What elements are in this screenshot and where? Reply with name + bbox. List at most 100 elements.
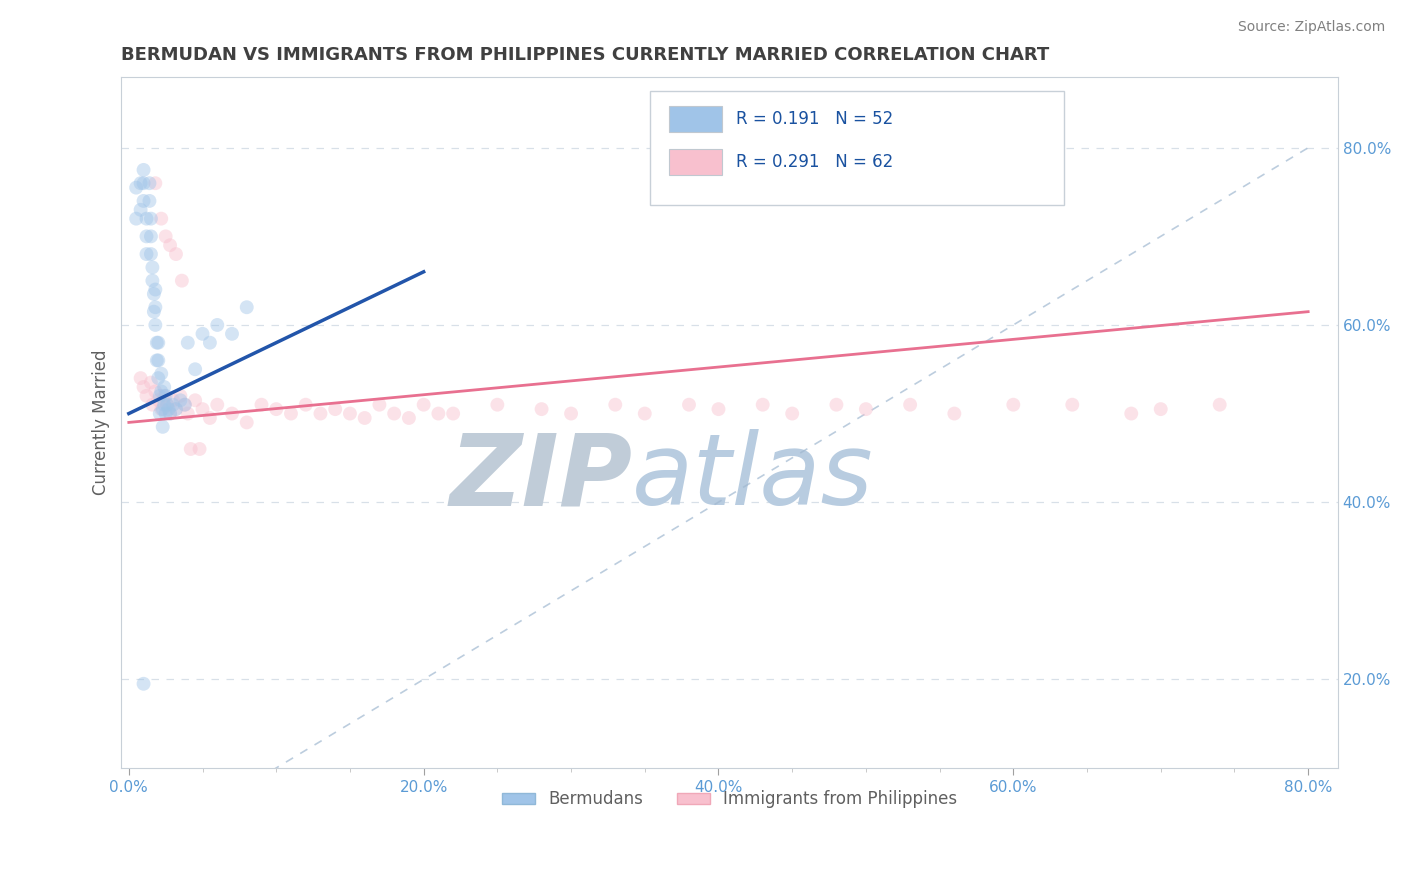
Point <box>173 398 195 412</box>
Point <box>155 389 177 403</box>
Point <box>162 393 184 408</box>
Point <box>323 402 346 417</box>
Point <box>180 442 202 456</box>
Point <box>150 367 173 381</box>
Point <box>153 389 176 403</box>
Point <box>486 398 509 412</box>
Point <box>150 402 173 417</box>
Point <box>1062 398 1084 412</box>
Point <box>1002 398 1025 412</box>
Point <box>235 416 257 430</box>
Point <box>157 402 180 417</box>
Point <box>132 194 155 208</box>
Point <box>280 407 302 421</box>
Point <box>170 274 193 288</box>
Point <box>141 274 163 288</box>
Point <box>146 353 169 368</box>
Point <box>132 380 155 394</box>
Point <box>707 402 730 417</box>
Point <box>142 287 165 301</box>
FancyBboxPatch shape <box>669 149 723 175</box>
Point <box>135 247 157 261</box>
Point <box>129 176 152 190</box>
Point <box>139 229 162 244</box>
FancyBboxPatch shape <box>651 91 1064 205</box>
Point <box>139 211 162 226</box>
Point <box>159 407 181 421</box>
Point <box>855 402 877 417</box>
Point <box>605 398 627 412</box>
Point <box>139 376 162 390</box>
Point <box>207 318 229 332</box>
Point <box>1208 398 1230 412</box>
Point <box>148 393 170 408</box>
Point <box>560 407 582 421</box>
Text: atlas: atlas <box>633 429 875 526</box>
Text: R = 0.191   N = 52: R = 0.191 N = 52 <box>735 110 893 128</box>
Point <box>149 407 172 421</box>
Point <box>780 407 803 421</box>
Point <box>198 335 221 350</box>
Point <box>188 442 211 456</box>
Point <box>148 353 170 368</box>
Text: ZIP: ZIP <box>450 429 633 526</box>
Point <box>165 402 187 417</box>
Point <box>169 389 191 403</box>
Text: R = 0.291   N = 62: R = 0.291 N = 62 <box>735 153 893 171</box>
Point <box>162 398 184 412</box>
Point <box>191 326 214 341</box>
Point <box>221 326 243 341</box>
Point <box>150 211 173 226</box>
Point <box>153 380 176 394</box>
Point <box>155 407 177 421</box>
Point <box>177 407 200 421</box>
Point <box>132 176 155 190</box>
Point <box>309 407 332 421</box>
Point <box>169 393 191 408</box>
Point <box>155 229 177 244</box>
Point <box>264 402 287 417</box>
Point <box>125 180 148 194</box>
Text: BERMUDAN VS IMMIGRANTS FROM PHILIPPINES CURRENTLY MARRIED CORRELATION CHART: BERMUDAN VS IMMIGRANTS FROM PHILIPPINES … <box>121 46 1050 64</box>
Point <box>143 300 166 314</box>
Point <box>132 162 155 177</box>
Point <box>1121 407 1143 421</box>
Point <box>427 407 450 421</box>
Point <box>250 398 273 412</box>
Point <box>173 398 195 412</box>
Point <box>165 402 187 417</box>
Point <box>143 283 166 297</box>
Point <box>412 398 434 412</box>
Point <box>294 398 316 412</box>
Point <box>235 300 257 314</box>
Point <box>634 407 657 421</box>
Point <box>530 402 553 417</box>
Point <box>191 402 214 417</box>
Point <box>678 398 700 412</box>
Point <box>353 411 375 425</box>
Point <box>129 202 152 217</box>
Point <box>138 194 160 208</box>
Point <box>159 407 181 421</box>
Point <box>165 247 187 261</box>
Point <box>751 398 773 412</box>
Point <box>221 407 243 421</box>
Point <box>825 398 848 412</box>
Y-axis label: Currently Married: Currently Married <box>93 350 110 495</box>
Point <box>382 407 405 421</box>
Point <box>141 398 163 412</box>
Point <box>149 389 172 403</box>
Point <box>943 407 966 421</box>
Point <box>184 362 207 376</box>
Point <box>159 238 181 252</box>
Point <box>146 335 169 350</box>
Point <box>143 176 166 190</box>
Point <box>152 402 174 417</box>
Point <box>142 304 165 318</box>
Point <box>368 398 391 412</box>
Point <box>135 211 157 226</box>
Point <box>339 407 361 421</box>
Point <box>156 398 179 412</box>
Point <box>152 420 174 434</box>
Point <box>898 398 921 412</box>
